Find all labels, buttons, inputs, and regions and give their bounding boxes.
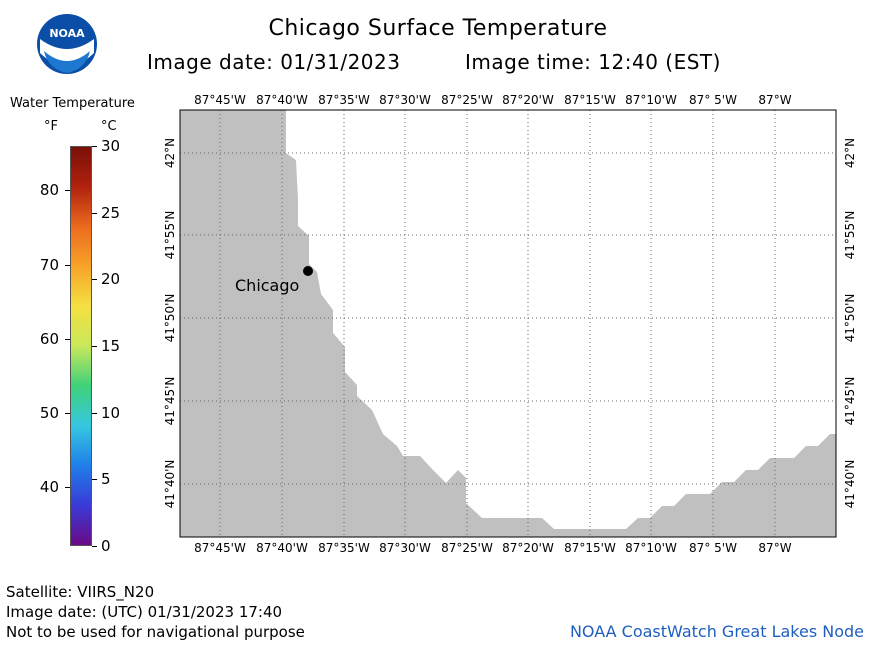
unit-fahrenheit: °F: [44, 119, 58, 134]
fahrenheit-tick-label: 80: [39, 181, 59, 200]
fahrenheit-tick-mark: [65, 486, 70, 488]
image-date-utc: Image date: (UTC) 01/31/2023 17:40: [6, 603, 283, 621]
top-longitude-label: 87°10'W: [625, 93, 677, 107]
fahrenheit-tick-label: 40: [39, 477, 59, 496]
celsius-tick-label: 10: [101, 403, 121, 422]
map-frame: [179, 109, 837, 538]
celsius-tick-label: 15: [101, 337, 121, 355]
celsius-tick-mark: [92, 479, 97, 481]
left-latitude-label: 42°N: [163, 138, 177, 168]
celsius-tick-mark: [92, 146, 97, 147]
logo-text: NOAA: [49, 27, 85, 40]
credit-link[interactable]: NOAA CoastWatch Great Lakes Node: [569, 622, 864, 641]
celsius-tick-mark: [92, 212, 97, 214]
right-latitude-label: 41°50'N: [843, 294, 857, 343]
right-latitude-label: 41°45'N: [843, 377, 857, 426]
celsius-tick-mark: [92, 546, 97, 547]
left-latitude-labels: 42°N 41°55'N 41°50'N 41°45'N 41°40'N: [163, 138, 177, 509]
right-latitude-labels: 42°N 41°55'N 41°50'N 41°45'N 41°40'N: [843, 138, 857, 509]
celsius-tick-label: 30: [101, 137, 121, 155]
disclaimer: Not to be used for navigational purpose: [6, 623, 305, 641]
bottom-longitude-label: 87°10'W: [625, 541, 677, 555]
unit-celsius: °C: [101, 119, 117, 134]
fahrenheit-tick-label: 70: [39, 255, 59, 274]
celsius-tick-label: 0: [101, 537, 111, 555]
top-longitude-label: 87°W: [758, 93, 791, 107]
celsius-tick-mark: [92, 346, 97, 347]
left-latitude-label: 41°40'N: [163, 460, 177, 509]
right-latitude-label: 42°N: [843, 138, 857, 168]
fahrenheit-tick-mark: [65, 412, 70, 414]
legend-title: Water Temperature: [10, 96, 135, 111]
celsius-tick-label: 20: [101, 270, 121, 289]
top-longitude-label: 87°40'W: [256, 93, 308, 107]
top-longitude-label: 87°15'W: [564, 93, 616, 107]
bottom-longitude-label: 87°W: [758, 541, 791, 555]
bottom-longitude-label: 87°15'W: [564, 541, 616, 555]
image-date-label: Image date: 01/31/2023: [147, 50, 401, 74]
bottom-longitude-label: 87°25'W: [441, 541, 493, 555]
fahrenheit-tick-mark: [65, 338, 70, 340]
top-longitude-labels: 87°45'W 87°40'W 87°35'W 87°30'W 87°25'W 87°20…: [194, 93, 792, 107]
bottom-longitude-label: 87°30'W: [379, 541, 431, 555]
top-longitude-label: 87°45'W: [194, 93, 246, 107]
celsius-tick-mark: [92, 279, 97, 281]
top-longitude-label: 87° 5'W: [689, 93, 737, 107]
top-longitude-label: 87°25'W: [441, 93, 493, 107]
top-longitude-label: 87°30'W: [379, 93, 431, 107]
fahrenheit-tick-label: 60: [39, 329, 59, 348]
bottom-longitude-labels: 87°45'W 87°40'W 87°35'W 87°30'W 87°25'W 87°20…: [194, 541, 792, 555]
bottom-longitude-label: 87°20'W: [502, 541, 554, 555]
bottom-longitude-label: 87°40'W: [256, 541, 308, 555]
city-label-chicago: Chicago: [235, 276, 299, 295]
fahrenheit-tick-mark: [65, 264, 70, 266]
lat-lon-grid: [180, 110, 836, 537]
page-title: Chicago Surface Temperature: [268, 16, 608, 41]
right-latitude-label: 41°55'N: [843, 211, 857, 260]
left-latitude-label: 41°55'N: [163, 211, 177, 260]
top-longitude-label: 87°20'W: [502, 93, 554, 107]
left-latitude-label: 41°45'N: [163, 377, 177, 426]
celsius-tick-label: 5: [101, 470, 111, 489]
bottom-longitude-label: 87° 5'W: [689, 541, 737, 555]
left-latitude-label: 41°50'N: [163, 294, 177, 343]
celsius-tick-label: 25: [101, 203, 121, 222]
bottom-longitude-label: 87°35'W: [318, 541, 370, 555]
noaa-logo-icon: NOAA: [37, 14, 97, 74]
celsius-tick-mark: [92, 412, 97, 414]
right-latitude-label: 41°40'N: [843, 460, 857, 509]
top-longitude-label: 87°35'W: [318, 93, 370, 107]
chicago-marker: [303, 266, 313, 276]
temperature-colorbar: [70, 146, 92, 546]
image-time-label: Image time: 12:40 (EST): [465, 50, 721, 74]
bottom-longitude-label: 87°45'W: [194, 541, 246, 555]
satellite-label: Satellite: VIIRS_N20: [6, 583, 155, 601]
fahrenheit-tick-mark: [65, 190, 70, 192]
fahrenheit-tick-label: 50: [39, 403, 59, 422]
